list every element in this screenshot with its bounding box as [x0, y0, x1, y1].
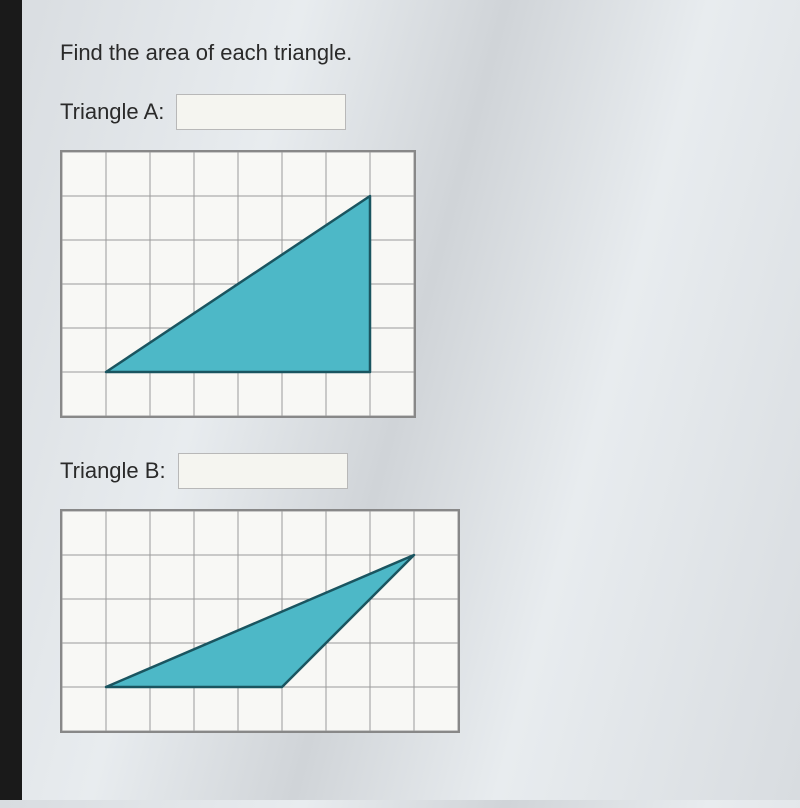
worksheet-content: Find the area of each triangle. Triangle… [0, 0, 800, 808]
triangle-a-label: Triangle A: [60, 99, 164, 125]
left-border-strip [0, 0, 22, 800]
triangle-b-grid [62, 511, 458, 731]
triangle-b-label: Triangle B: [60, 458, 166, 484]
triangle-b-input[interactable] [178, 453, 348, 489]
triangle-a-grid [62, 152, 414, 416]
triangle-a-input[interactable] [176, 94, 346, 130]
triangle-a-grid-container [60, 150, 416, 418]
instruction-text: Find the area of each triangle. [60, 40, 750, 66]
triangle-b-input-row: Triangle B: [60, 453, 750, 489]
triangle-b-grid-container [60, 509, 460, 733]
triangle-a-input-row: Triangle A: [60, 94, 750, 130]
